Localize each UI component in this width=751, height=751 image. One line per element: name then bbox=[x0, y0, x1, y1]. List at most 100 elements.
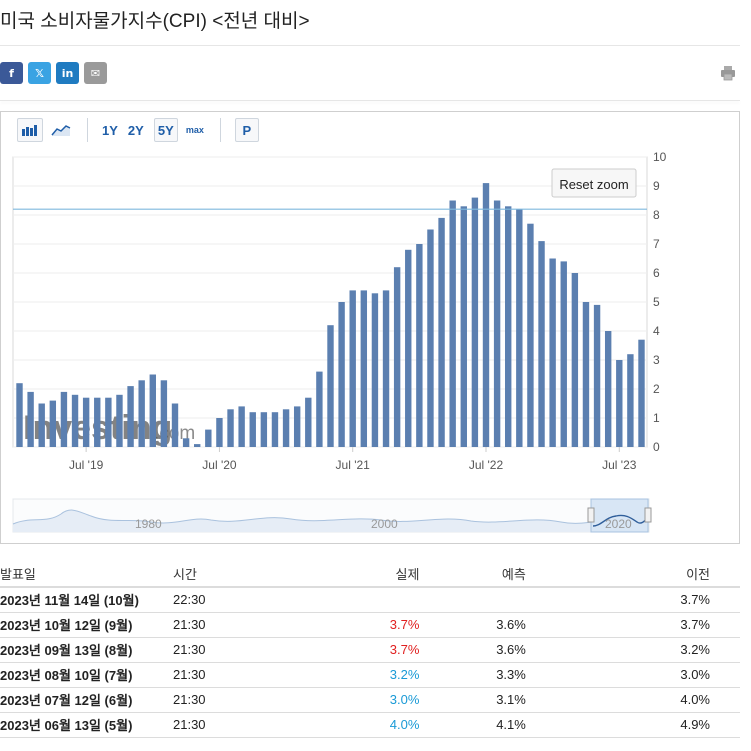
bar[interactable] bbox=[249, 412, 256, 447]
bar[interactable] bbox=[471, 197, 479, 447]
bar[interactable] bbox=[393, 267, 401, 447]
bar[interactable] bbox=[71, 394, 79, 447]
bar[interactable] bbox=[205, 429, 212, 447]
bar[interactable] bbox=[582, 302, 590, 447]
bar[interactable] bbox=[238, 406, 245, 447]
bar[interactable] bbox=[60, 391, 68, 447]
bar[interactable] bbox=[105, 397, 112, 447]
linkedin-share-button[interactable]: in bbox=[56, 62, 79, 84]
col-actual[interactable]: 실제 bbox=[313, 560, 420, 588]
bar[interactable] bbox=[216, 418, 223, 447]
actual-cell: 4.0% bbox=[313, 712, 420, 738]
bar-chart-type-button[interactable] bbox=[17, 118, 43, 142]
bar[interactable] bbox=[438, 217, 445, 447]
facebook-share-button[interactable]: f bbox=[0, 62, 23, 84]
bar[interactable] bbox=[571, 273, 579, 447]
bar[interactable] bbox=[349, 290, 356, 447]
bar[interactable] bbox=[627, 354, 634, 447]
page-title: 미국 소비자물가지수(CPI) <전년 대비> bbox=[0, 11, 310, 32]
reset-zoom-label: Reset zoom bbox=[559, 177, 628, 192]
bar[interactable] bbox=[282, 409, 290, 447]
bar[interactable] bbox=[116, 394, 123, 447]
bar[interactable] bbox=[194, 444, 201, 447]
reset-zoom-button[interactable]: Reset zoom bbox=[551, 168, 637, 198]
bar[interactable] bbox=[616, 360, 623, 447]
bar[interactable] bbox=[327, 325, 334, 447]
bar[interactable] bbox=[127, 386, 134, 447]
bar[interactable] bbox=[416, 244, 423, 447]
forecast-cell bbox=[419, 587, 526, 613]
bar[interactable] bbox=[293, 406, 301, 447]
bar[interactable] bbox=[482, 183, 490, 447]
range-2y-button[interactable]: 2Y bbox=[127, 122, 144, 138]
col-time[interactable]: 시간 bbox=[173, 560, 313, 588]
previous-cell: 3.0% bbox=[525, 662, 740, 688]
bar[interactable] bbox=[449, 200, 456, 448]
bar[interactable] bbox=[405, 249, 412, 447]
release-date-cell: 2023년 08월 10일 (7월) bbox=[0, 662, 173, 688]
divider bbox=[0, 100, 740, 101]
bar[interactable] bbox=[371, 293, 379, 447]
col-previous[interactable]: 이전 bbox=[525, 560, 740, 588]
bar[interactable] bbox=[94, 397, 101, 447]
bar[interactable] bbox=[549, 258, 556, 448]
bar[interactable] bbox=[82, 397, 90, 447]
navigator-left-handle[interactable] bbox=[587, 507, 595, 523]
bar[interactable] bbox=[182, 438, 190, 447]
bar[interactable] bbox=[516, 209, 523, 447]
bar[interactable] bbox=[138, 380, 145, 447]
bar[interactable] bbox=[149, 374, 156, 448]
bar[interactable] bbox=[460, 206, 467, 447]
area-chart-type-button[interactable] bbox=[51, 118, 71, 142]
bar[interactable] bbox=[338, 302, 345, 447]
printer-icon[interactable] bbox=[720, 65, 736, 81]
bar[interactable] bbox=[38, 403, 45, 448]
range-5y-button[interactable]: 5Y bbox=[153, 118, 178, 142]
actual-cell: 3.2% bbox=[313, 662, 420, 688]
bar[interactable] bbox=[560, 261, 567, 447]
p-button[interactable]: P bbox=[234, 118, 259, 142]
y-tick-label: 9 bbox=[653, 179, 660, 193]
x-tick-label: Jul '22 bbox=[469, 458, 504, 472]
bar[interactable] bbox=[27, 391, 34, 447]
range-1y-button[interactable]: 1Y bbox=[102, 122, 118, 138]
bar[interactable] bbox=[538, 241, 545, 447]
bar[interactable] bbox=[227, 409, 234, 447]
bar[interactable] bbox=[505, 206, 512, 447]
bar[interactable] bbox=[16, 383, 23, 447]
navigator-label-1980: 1980 bbox=[135, 517, 162, 531]
range-max-button[interactable]: max bbox=[185, 125, 204, 135]
navigator[interactable]: 1980 2000 2020 bbox=[12, 498, 652, 533]
bar[interactable] bbox=[427, 229, 434, 448]
bar[interactable] bbox=[160, 380, 168, 447]
toolbar-separator bbox=[87, 118, 88, 142]
area-chart-icon bbox=[51, 125, 71, 136]
bar[interactable] bbox=[604, 331, 612, 447]
navigator-right-handle[interactable] bbox=[644, 507, 652, 523]
email-share-button[interactable]: ✉ bbox=[84, 62, 107, 84]
x-share-button[interactable]: 𝕏 bbox=[28, 62, 51, 84]
bar[interactable] bbox=[382, 290, 390, 447]
col-release-date[interactable]: 발표일 bbox=[0, 560, 173, 588]
y-tick-label: 6 bbox=[653, 266, 660, 280]
bar[interactable] bbox=[493, 200, 501, 448]
chart-container: 1Y 2Y 5Y max P Investing .com 0123456789… bbox=[0, 111, 740, 544]
bar[interactable] bbox=[638, 339, 645, 447]
bar[interactable] bbox=[305, 397, 312, 447]
bar[interactable] bbox=[171, 403, 179, 448]
bar[interactable] bbox=[271, 412, 279, 447]
forecast-cell: 3.6% bbox=[419, 637, 526, 663]
bar[interactable] bbox=[360, 290, 368, 447]
bar[interactable] bbox=[316, 371, 323, 447]
bar[interactable] bbox=[49, 400, 57, 447]
x-tick-label: Jul '20 bbox=[202, 458, 237, 472]
time-cell: 21:30 bbox=[173, 712, 313, 738]
bar[interactable] bbox=[260, 412, 268, 447]
email-icon: ✉ bbox=[90, 66, 101, 80]
y-tick-label: 10 bbox=[653, 150, 667, 164]
col-forecast[interactable]: 예측 bbox=[419, 560, 526, 588]
table-row: 2023년 11월 14일 (10월) 22:30 3.7% bbox=[0, 587, 740, 613]
bar[interactable] bbox=[527, 223, 534, 447]
release-date-cell: 2023년 10월 12일 (9월) bbox=[0, 612, 173, 638]
bar[interactable] bbox=[593, 304, 601, 447]
